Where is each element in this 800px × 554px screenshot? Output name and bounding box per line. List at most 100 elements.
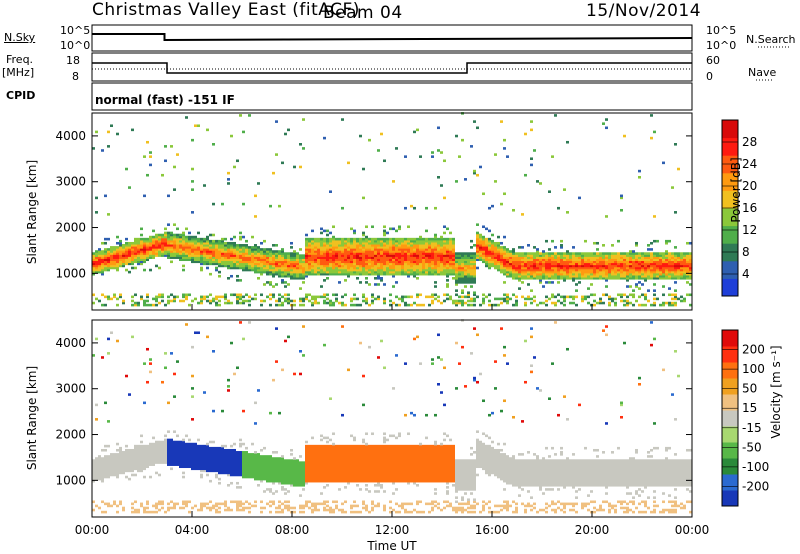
velocity-cell — [152, 442, 155, 446]
power-cell — [524, 272, 527, 276]
power-heatmap — [92, 112, 692, 307]
velocity-cell — [233, 471, 236, 475]
power-cell — [218, 274, 221, 278]
power-cell — [632, 268, 635, 272]
power-cell — [617, 262, 620, 266]
velocity-cell — [269, 467, 272, 471]
power-cell — [242, 295, 245, 299]
power-cell — [437, 295, 440, 299]
power-cell — [302, 262, 305, 266]
power-cell — [338, 281, 341, 284]
power-cell — [329, 301, 332, 305]
power-cell — [257, 266, 260, 270]
power-cell — [452, 258, 455, 262]
velocity-cell — [293, 477, 296, 481]
power-cell — [341, 258, 344, 262]
power-cell — [326, 264, 329, 268]
power-cell — [137, 248, 140, 251]
velocity-cell — [101, 356, 104, 359]
power-cell — [383, 250, 386, 253]
power-cell — [314, 254, 317, 257]
power-cell — [410, 268, 413, 272]
velocity-cell — [161, 446, 164, 450]
power-cell — [662, 270, 665, 274]
velocity-cell — [224, 444, 227, 448]
power-cell — [593, 252, 596, 255]
power-cell — [206, 239, 209, 243]
power-cell — [638, 274, 641, 278]
power-cell — [257, 258, 260, 262]
velocity-cell — [107, 504, 110, 508]
power-cell — [617, 256, 620, 259]
power-cell — [353, 256, 356, 259]
power-cell — [116, 256, 119, 259]
power-cell — [656, 268, 659, 272]
power-cell — [686, 274, 689, 278]
power-cell — [263, 256, 266, 259]
velocity-cell — [107, 457, 110, 460]
power-cell — [464, 272, 467, 276]
velocity-cell — [296, 479, 299, 483]
power-cell — [461, 299, 464, 303]
power-cell — [374, 277, 377, 280]
power-cell — [338, 252, 341, 255]
power-cell — [467, 293, 470, 297]
power-cell — [176, 254, 179, 257]
velocity-cell — [215, 502, 218, 506]
power-cell — [461, 272, 464, 276]
velocity-cell — [263, 473, 266, 477]
velocity-cell — [200, 453, 203, 456]
power-cell — [461, 266, 464, 270]
power-cell — [494, 244, 497, 247]
velocity-cell — [98, 471, 101, 475]
power-cell — [320, 266, 323, 270]
power-cell — [368, 237, 371, 241]
power-cell — [251, 264, 254, 268]
velocity-cell — [212, 455, 215, 458]
power-cell — [497, 241, 500, 245]
power-cell — [656, 260, 659, 264]
power-cell — [350, 256, 353, 259]
power-cell — [305, 246, 308, 249]
power-cell — [503, 268, 506, 272]
velocity-cell — [260, 448, 263, 452]
velocity-cell — [134, 473, 137, 477]
power-cell — [371, 266, 374, 270]
velocity-cell — [152, 453, 155, 456]
power-cell — [353, 260, 356, 264]
velocity-cell — [131, 510, 134, 514]
power-cell — [179, 237, 182, 241]
power-cell — [329, 244, 332, 247]
power-cell — [185, 244, 188, 247]
power-cell — [356, 258, 359, 262]
power-cell — [293, 250, 296, 253]
power-cell — [233, 241, 236, 245]
velocity-cell — [275, 469, 278, 473]
power-cell — [239, 252, 242, 255]
velocity-cell — [113, 502, 116, 506]
power-cell — [662, 254, 665, 257]
velocity-cell — [116, 442, 119, 446]
power-cell — [641, 266, 644, 270]
power-cell — [683, 268, 686, 272]
power-cell — [287, 270, 290, 274]
power-cell — [638, 295, 641, 299]
power-cell — [491, 250, 494, 253]
power-cell — [95, 211, 98, 214]
power-cell — [317, 256, 320, 259]
power-cell — [536, 274, 539, 278]
power-cell — [515, 252, 518, 255]
velocity-cell — [266, 502, 269, 506]
power-cell — [380, 270, 383, 274]
power-cell — [584, 274, 587, 278]
power-cell — [320, 246, 323, 249]
velocity-cell — [203, 391, 206, 394]
power-cell — [110, 246, 113, 249]
power-cell — [365, 297, 368, 301]
power-cell — [353, 268, 356, 272]
power-cell — [647, 289, 650, 292]
power-cell — [527, 244, 530, 247]
power-cell — [383, 260, 386, 264]
velocity-cell — [179, 442, 182, 446]
power-cell — [500, 301, 503, 305]
